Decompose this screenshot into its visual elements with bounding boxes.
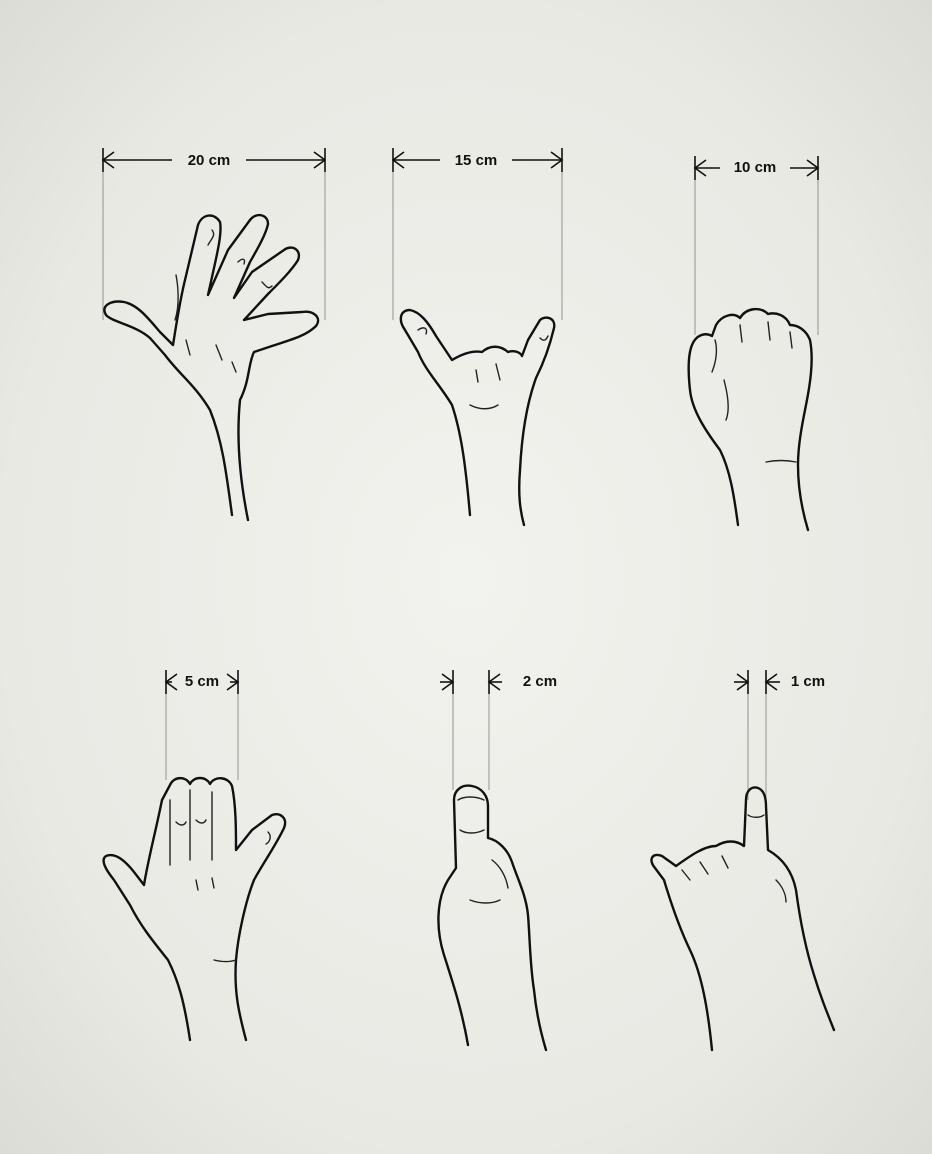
fist-drawing [687,307,813,532]
panel-10cm: 10 cm [687,156,820,532]
panel-15cm: 15 cm [391,148,564,527]
panel-5cm: 5 cm [102,670,287,1042]
dim-label-1cm: 1 cm [791,673,825,690]
dim-label-5cm: 5 cm [185,673,219,690]
dim-label-20cm: 20 cm [188,152,231,169]
dim-label-10cm: 10 cm [734,159,777,176]
little-finger-drawing [650,786,836,1052]
panel-1cm: 1 cm [650,670,836,1052]
dim-label-15cm: 15 cm [455,152,498,169]
panel-20cm: 20 cm [101,148,327,522]
panel-2cm: 2 cm [437,670,557,1052]
thumb-up-drawing [437,784,548,1052]
open-hand-drawing [103,213,320,522]
thumb-little-finger-drawing [399,308,556,527]
dim-label-2cm: 2 cm [523,673,557,690]
three-fingers-drawing [102,776,287,1042]
